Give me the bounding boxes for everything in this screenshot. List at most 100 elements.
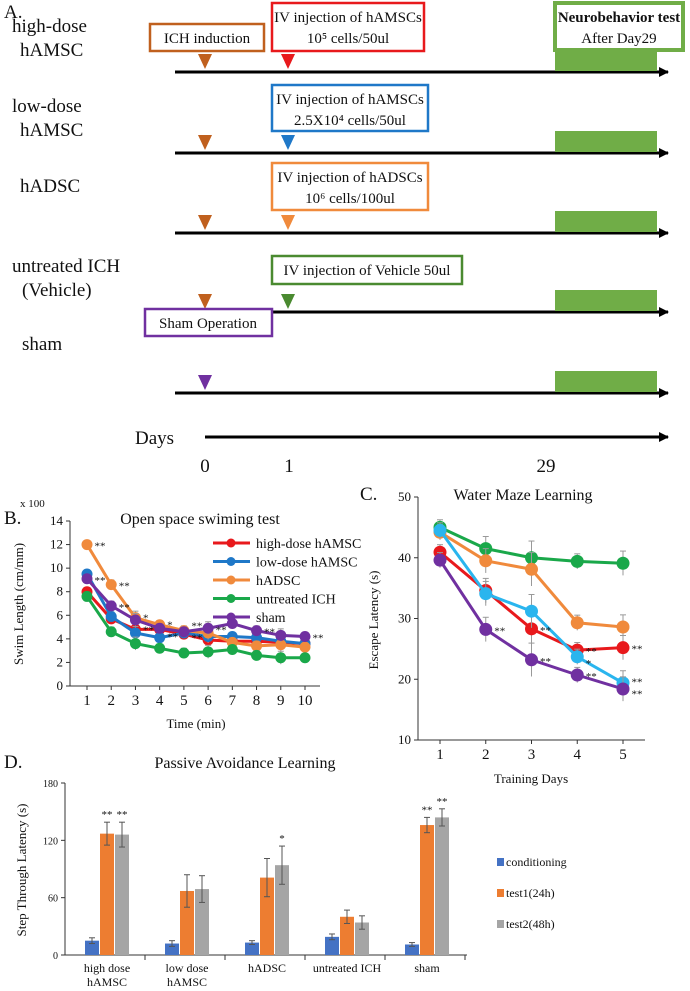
box-text: IV injection of hAMSCs — [276, 92, 424, 108]
legend-label: untreated ICH — [256, 593, 336, 608]
significance-marker: ** — [102, 809, 113, 821]
significance-marker: ** — [117, 809, 128, 821]
bar — [420, 825, 434, 955]
significance-marker: ** — [632, 644, 643, 656]
series-line — [85, 595, 305, 660]
significance-marker: ** — [216, 624, 227, 636]
data-point — [275, 629, 287, 641]
significance-marker: ** — [119, 581, 130, 593]
significance-marker: ** — [191, 633, 202, 645]
x-tick-label: 1 — [83, 693, 91, 709]
panel-label: C. — [360, 484, 377, 505]
x-tick-label: 3 — [528, 747, 536, 763]
box-text: After Day29 — [581, 31, 656, 47]
neurobehavior-test-box — [553, 1, 685, 52]
injection-marker-icon — [281, 54, 295, 69]
data-point — [433, 523, 447, 537]
legend-swatch — [497, 920, 504, 928]
data-point — [81, 590, 93, 602]
data-point — [178, 626, 190, 638]
significance-marker: ** — [422, 804, 433, 816]
data-point — [251, 649, 263, 661]
y-tick-label: 0 — [53, 951, 58, 962]
data-point — [129, 627, 141, 639]
legend-label: conditioning — [506, 855, 567, 869]
y-tick-label: 2 — [57, 654, 64, 669]
series-line — [85, 577, 306, 638]
bar — [85, 940, 99, 955]
legend-marker — [226, 594, 236, 603]
box-text: IV injection of Vehicle 50ul — [284, 263, 451, 279]
ich-marker-icon — [198, 375, 212, 390]
data-point — [105, 626, 117, 638]
data-point — [154, 622, 166, 634]
y-tick-label: 10 — [398, 732, 411, 747]
legend-label: low-dose hAMSC — [256, 556, 358, 571]
data-point — [525, 604, 538, 618]
high-dose-injection-box — [270, 1, 426, 53]
data-point — [479, 587, 493, 601]
y-axis-label: Swim Length (cm/mm) — [11, 543, 26, 665]
y-tick-label: 180 — [43, 779, 58, 790]
neurobehavior-period-bar — [555, 211, 657, 232]
ich-marker-icon — [198, 294, 212, 309]
chart-title: Water Maze Learning — [453, 487, 592, 504]
neurobehavior-period-bar — [555, 131, 657, 152]
row-label: (Vehicle) — [22, 280, 92, 301]
x-tick-label: 1 — [436, 747, 444, 763]
series-line — [85, 543, 306, 649]
legend-label: test2(48h) — [506, 917, 555, 931]
injection-marker-icon — [281, 215, 295, 230]
data-point — [570, 554, 584, 568]
significance-marker: ** — [95, 541, 106, 553]
x-tick-label: hADSC — [248, 961, 286, 975]
x-tick-label: low dose — [166, 961, 209, 975]
y-tick-label: 20 — [398, 671, 411, 686]
legend-marker — [226, 557, 236, 566]
significance-marker: ** — [143, 624, 154, 636]
bar — [180, 890, 194, 955]
data-point — [226, 643, 238, 655]
data-point — [81, 573, 93, 585]
y-tick-label: 120 — [43, 836, 58, 847]
row-label: hADSC — [20, 176, 80, 197]
bar — [260, 877, 274, 955]
data-point — [570, 650, 584, 664]
x-tick-label: high dose — [84, 961, 130, 975]
legend-marker — [226, 575, 236, 585]
x-tick-label: 10 — [298, 693, 313, 709]
y-tick-label: 4 — [57, 631, 64, 646]
y-tick-label: 40 — [398, 550, 411, 565]
bar — [340, 916, 354, 955]
x-tick-label: sham — [414, 961, 440, 975]
chart-title: Open space swiming test — [120, 511, 280, 528]
box-text: 2.5X10⁴ cells/50ul — [294, 113, 406, 129]
x-tick-label: 2 — [107, 693, 115, 709]
bar — [245, 942, 259, 955]
significance-marker: ** — [540, 625, 551, 637]
x-tick-label: 8 — [253, 693, 261, 709]
bar — [100, 833, 114, 955]
bar — [355, 922, 369, 955]
ich-induction-text: ICH induction — [164, 31, 251, 47]
x-tick-label: 4 — [574, 747, 582, 763]
data-point — [129, 638, 141, 650]
legend-swatch — [497, 889, 504, 897]
passive-avoidance-chart: D. Passive Avoidance Learning Step Throu… — [4, 752, 567, 989]
data-point — [251, 625, 263, 637]
row-label: sham — [22, 334, 62, 355]
significance-marker: ** — [586, 646, 597, 658]
data-point — [154, 642, 166, 654]
water-maze-chart: C. Water Maze Learning Training Days Esc… — [360, 484, 645, 786]
ich-marker-icon — [198, 215, 212, 230]
vehicle-injection-box — [270, 254, 464, 286]
significance-marker: * — [586, 658, 592, 670]
significance-marker: * — [143, 612, 149, 624]
legend-swatch — [497, 858, 504, 866]
row-label: untreated ICH — [12, 256, 120, 277]
box-text: Sham Operation — [159, 316, 257, 332]
day-tick: 0 — [200, 456, 210, 477]
significance-marker: * — [279, 833, 285, 845]
x-tick-label: 9 — [277, 693, 285, 709]
y-tick-label: 14 — [50, 513, 64, 528]
